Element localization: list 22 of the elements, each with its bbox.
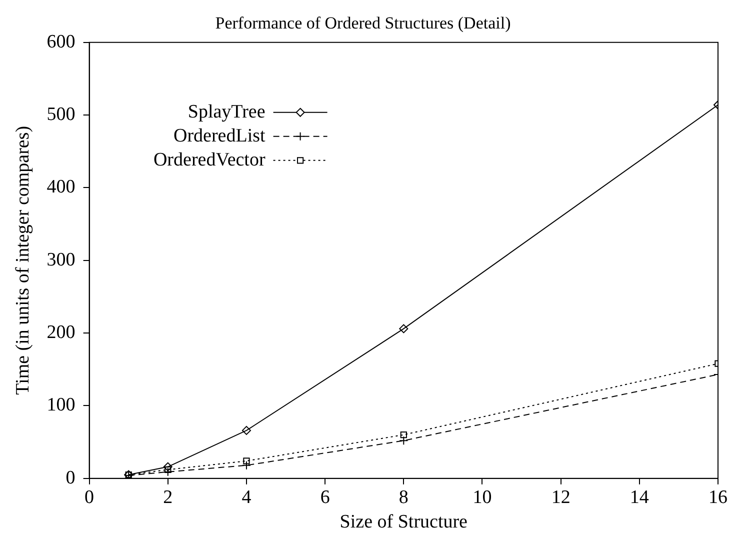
y-tick-label: 100: [46, 394, 76, 416]
x-tick-label: 16: [708, 486, 728, 508]
x-tick-label: 0: [84, 486, 94, 508]
y-tick-label: 300: [46, 249, 76, 270]
legend-label: SplayTree: [188, 101, 266, 122]
legend-label: OrderedList: [173, 125, 266, 146]
chart-title: Performance of Ordered Structures (Detail): [215, 14, 511, 33]
x-tick-label: 6: [320, 486, 330, 508]
x-tick-label: 2: [163, 486, 173, 508]
y-tick-label: 400: [46, 176, 76, 198]
x-tick-label: 4: [242, 486, 252, 508]
x-tick-label: 14: [630, 486, 650, 508]
y-tick-label: 200: [46, 322, 76, 344]
y-axis-title: Time (in units of integer compares): [12, 126, 34, 395]
y-tick-label: 0: [66, 467, 76, 488]
legend-label: OrderedVector: [153, 149, 266, 170]
x-axis-title: Size of Structure: [340, 512, 468, 533]
y-tick-label: 500: [46, 104, 76, 126]
x-tick-label: 8: [398, 486, 408, 508]
y-tick-label: 600: [46, 31, 76, 52]
x-tick-label: 12: [551, 486, 570, 508]
x-tick-label: 10: [472, 486, 492, 508]
